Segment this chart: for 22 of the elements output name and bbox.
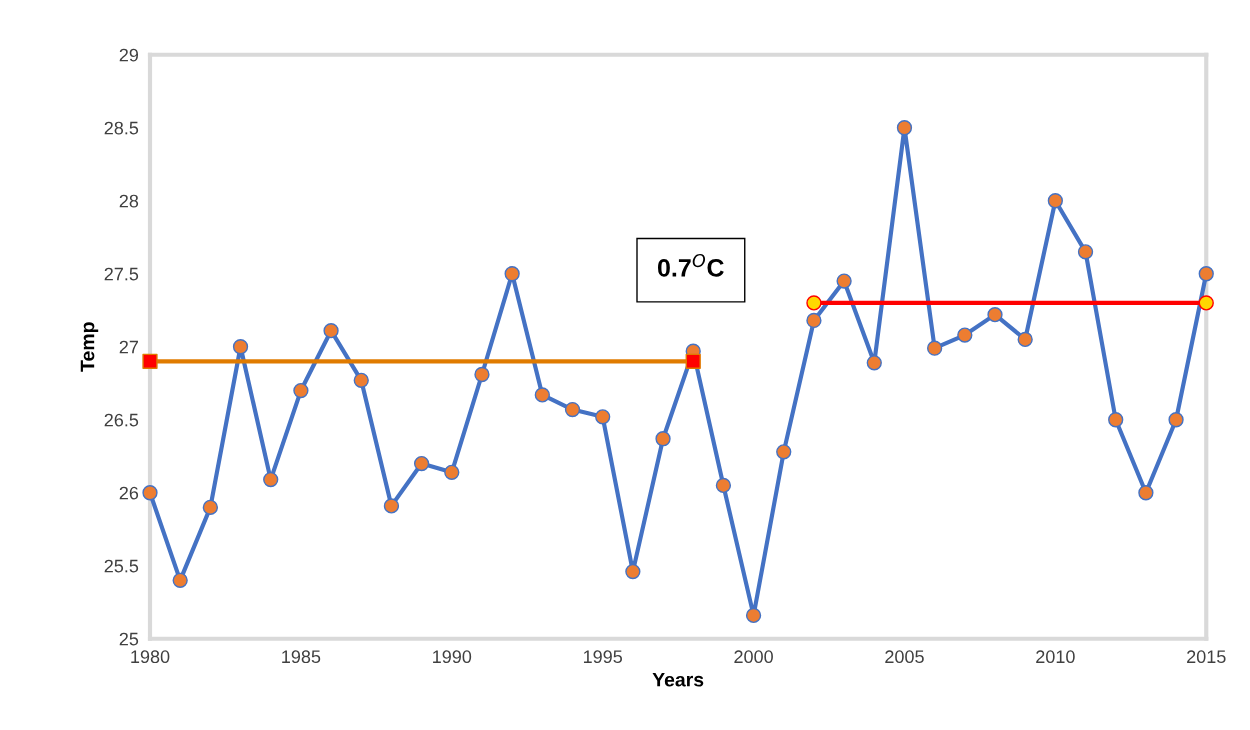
y-tick-label: 27.5 [104, 267, 139, 281]
x-tick-label: 1980 [131, 650, 170, 664]
y-tick-label: 26 [119, 486, 139, 500]
y-tick-label: 27 [119, 340, 138, 354]
y-tick-label: 26.5 [104, 413, 139, 427]
point [142, 353, 158, 369]
y-tick-label: 25.5 [104, 559, 139, 573]
y-tick-label: 29 [119, 48, 139, 62]
x-tick-label: 2000 [734, 650, 773, 664]
x-tick-label: 1990 [433, 650, 472, 664]
x-axis-title: Years [652, 672, 704, 687]
x-tick-label: 1985 [282, 650, 321, 664]
annotation: 0.7$^{O}$C [657, 253, 724, 277]
x-tick-label: 2005 [885, 650, 924, 664]
x-tick-label: 1995 [583, 650, 623, 664]
y-tick-label: 28.5 [104, 121, 139, 135]
y-axis-title: Temp [80, 322, 99, 372]
x-tick-label: 2010 [1036, 650, 1075, 664]
y-tick-label: 25 [119, 632, 139, 646]
point [685, 353, 701, 369]
y-tick-label: 28 [119, 194, 139, 208]
x-tick-label: 2015 [1187, 650, 1226, 664]
